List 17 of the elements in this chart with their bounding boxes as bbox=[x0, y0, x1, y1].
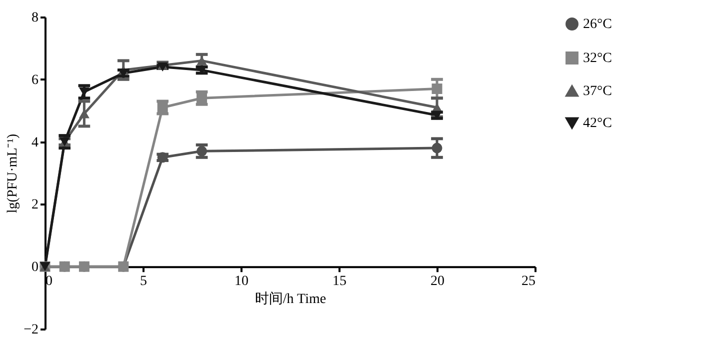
y-tick-label: 6 bbox=[32, 72, 38, 88]
x-tick-label: 15 bbox=[332, 274, 346, 290]
y-tick-label: 4 bbox=[32, 135, 38, 150]
legend-label: 42°C bbox=[583, 116, 612, 131]
y-tick-label: 8 bbox=[32, 10, 38, 26]
x-tick-label: 10 bbox=[234, 274, 248, 290]
legend-label: 37°C bbox=[583, 84, 612, 99]
x-tick-label: 20 bbox=[430, 274, 444, 290]
legend-label: 32°C bbox=[583, 51, 612, 66]
y-axis-title: lg(PFU·mL⁻¹) bbox=[6, 134, 21, 214]
x-tick-label: 5 bbox=[140, 274, 147, 290]
x-tick-label: 25 bbox=[522, 274, 536, 290]
y-tick-label: 0 bbox=[32, 260, 38, 276]
legend-label: 26°C bbox=[583, 17, 612, 32]
y-tick-label: −2 bbox=[24, 322, 38, 338]
x-axis-title: 时间/h Time bbox=[254, 291, 326, 308]
y-tick-label: 2 bbox=[32, 198, 38, 213]
